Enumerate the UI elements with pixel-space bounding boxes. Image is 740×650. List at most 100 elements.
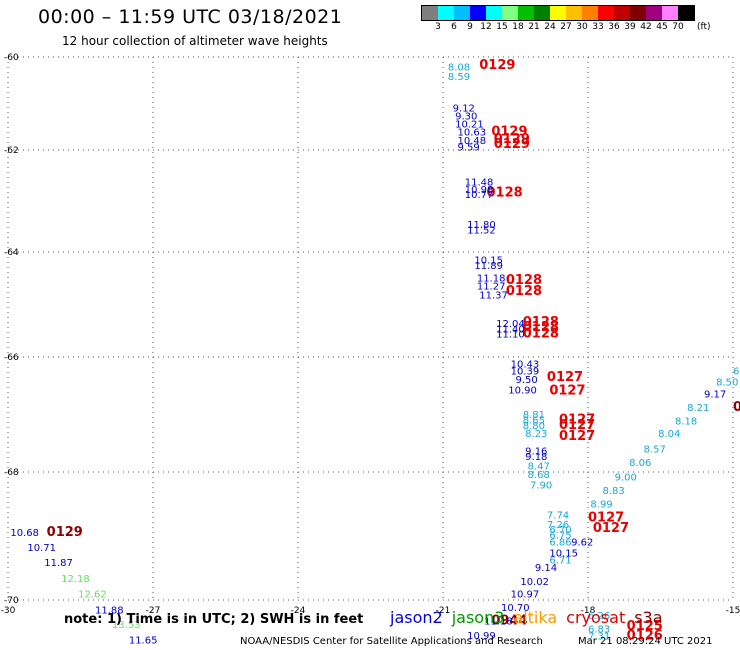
wave-height-label: 6.62 bbox=[733, 367, 740, 378]
wave-height-label: 8.08 bbox=[448, 63, 470, 74]
wave-height-label: 10.70 bbox=[501, 603, 530, 614]
color-scale-label: 45 bbox=[656, 22, 668, 32]
wave-height-label: 10.98 bbox=[465, 185, 494, 196]
wave-height-label: 10.48 bbox=[458, 136, 487, 147]
wave-height-label: 9.17 bbox=[704, 389, 726, 400]
latitude-label: -60 bbox=[4, 53, 19, 63]
wave-height-label: 9.50 bbox=[516, 375, 538, 386]
wave-height-label: 12.04 bbox=[496, 319, 525, 330]
chart-subtitle: 12 hour collection of altimeter wave hei… bbox=[62, 34, 328, 48]
wave-height-label: 9.00 bbox=[615, 473, 637, 484]
pass-time-label: 0128 bbox=[523, 320, 559, 335]
wave-height-label: 11.40 bbox=[496, 324, 525, 335]
wave-height-label: 8.04 bbox=[658, 429, 680, 440]
pass-time-label: 0127 bbox=[559, 413, 595, 428]
wave-height-label: 8.65 bbox=[523, 416, 545, 427]
wave-height-label: 10.97 bbox=[511, 589, 540, 600]
pass-time-label: 0127 bbox=[559, 418, 595, 433]
wave-height-label: 6.75 bbox=[549, 531, 571, 542]
wave-height-label: 11.80 bbox=[467, 220, 496, 231]
longitude-label: -24 bbox=[291, 606, 306, 616]
longitude-label: -27 bbox=[146, 606, 161, 616]
wave-height-label: 11.18 bbox=[484, 616, 513, 627]
wave-height-label: 13.53 bbox=[112, 620, 141, 631]
color-scale-label: 6 bbox=[451, 22, 457, 32]
wave-height-label: 11.48 bbox=[465, 178, 494, 189]
wave-height-label: 10.21 bbox=[455, 120, 484, 131]
wave-height-label: 10.15 bbox=[474, 255, 503, 266]
pass-time-label: 0129 bbox=[479, 58, 515, 73]
pass-time-label: 0127 bbox=[559, 429, 595, 444]
graticule bbox=[7, 56, 734, 601]
color-swatch bbox=[646, 6, 662, 20]
wave-height-label: 8.57 bbox=[644, 444, 666, 455]
wave-height-label: 8.99 bbox=[590, 500, 612, 511]
color-scale-label: 12 bbox=[480, 22, 492, 32]
latitude-label: -70 bbox=[4, 596, 19, 606]
color-scale-swatches bbox=[421, 5, 695, 21]
pass-time-label: 0129 bbox=[491, 125, 527, 140]
color-scale-label: 24 bbox=[544, 22, 556, 32]
pass-time-label: 0128 bbox=[487, 186, 523, 201]
satellite-s3a: s3a bbox=[634, 608, 663, 627]
color-scale-label: 36 bbox=[608, 22, 620, 32]
color-scale-label: 3 bbox=[435, 22, 441, 32]
color-swatch bbox=[518, 6, 534, 20]
generated-timestamp: Mar 21 08:29:24 UTC 2021 bbox=[578, 636, 713, 647]
wave-height-label: 7.90 bbox=[530, 481, 552, 492]
wave-height-label: 8.21 bbox=[687, 403, 709, 414]
wave-height-label: 6.70 bbox=[549, 525, 571, 536]
satellite-altika: altika bbox=[513, 608, 558, 627]
satellite-jason3: jason3 bbox=[451, 608, 505, 627]
wave-height-label: 10.68 bbox=[10, 528, 39, 539]
color-swatch bbox=[470, 6, 486, 20]
latitude-label: -62 bbox=[4, 146, 19, 156]
pass-time-label: 0126 bbox=[627, 629, 663, 644]
pass-time-label: 0129 bbox=[494, 137, 530, 152]
pass-time-label: 0129 bbox=[47, 525, 83, 540]
color-scale-labels: 3 6 9 12 15 18 21 24 27 30 33 36 39 42 45 70 (ft) bbox=[421, 21, 710, 33]
color-swatch bbox=[486, 6, 502, 20]
wave-height-label: 11.87 bbox=[44, 558, 73, 569]
pass-time-label: 0128 bbox=[506, 273, 542, 288]
pass-time-label: 0127 bbox=[593, 521, 629, 536]
color-scale-label: 30 bbox=[576, 22, 588, 32]
color-swatch bbox=[422, 6, 438, 20]
color-swatch bbox=[534, 6, 550, 20]
wave-height-label: 9.18 bbox=[525, 452, 547, 463]
color-swatch bbox=[438, 6, 454, 20]
satellite-legend: jason2 jason3 altika cryosat s3a bbox=[390, 608, 672, 627]
pass-time-label: 0129 bbox=[494, 132, 530, 147]
wave-height-label: 10.71 bbox=[27, 543, 56, 554]
pass-time-label: 0125 bbox=[627, 619, 663, 634]
wave-height-label: 10.90 bbox=[508, 386, 537, 397]
pass-time-labels: 0129012901290129012801280128012801280128… bbox=[47, 58, 740, 644]
wave-height-label: 11.27 bbox=[477, 281, 506, 292]
wave-height-label: 10.63 bbox=[458, 128, 487, 139]
pass-time-label: 0127 bbox=[549, 384, 585, 399]
wave-height-label: 8.80 bbox=[523, 421, 545, 432]
chart-title: 00:00 – 11:59 UTC 03/18/2021 bbox=[38, 6, 343, 28]
wave-height-label: 6.71 bbox=[549, 556, 571, 567]
wave-height-label: 8.23 bbox=[525, 429, 547, 440]
wave-height-label: 6.83 bbox=[588, 625, 610, 636]
wave-height-label: 9.12 bbox=[453, 103, 475, 114]
color-scale-label: 9 bbox=[467, 22, 473, 32]
wave-height-label: 11.65 bbox=[129, 635, 158, 646]
color-scale: 3 6 9 12 15 18 21 24 27 30 33 36 39 42 45 70 (ft) bbox=[421, 5, 711, 33]
color-scale-label: 18 bbox=[512, 22, 524, 32]
wave-height-label: 8.18 bbox=[675, 417, 697, 428]
latitude-label: -66 bbox=[4, 353, 19, 363]
axis-labels: -60 -62 -64 -66 -68 -70-30 -27 -24 -21 -18 -15 bbox=[1, 53, 740, 616]
color-swatch bbox=[678, 6, 694, 20]
wave-height-label: 8.50 bbox=[716, 378, 738, 389]
wave-height-label: 7.74 bbox=[547, 511, 569, 522]
color-swatch bbox=[662, 6, 678, 20]
wave-height-label: 8.81 bbox=[523, 410, 545, 421]
wave-height-label: 9.59 bbox=[458, 142, 480, 153]
wave-height-label: 8.68 bbox=[528, 470, 550, 481]
wave-height-label: 11.18 bbox=[477, 273, 506, 284]
satellite-jason2: jason2 bbox=[390, 608, 443, 627]
wave-height-label: 12.18 bbox=[61, 574, 90, 585]
